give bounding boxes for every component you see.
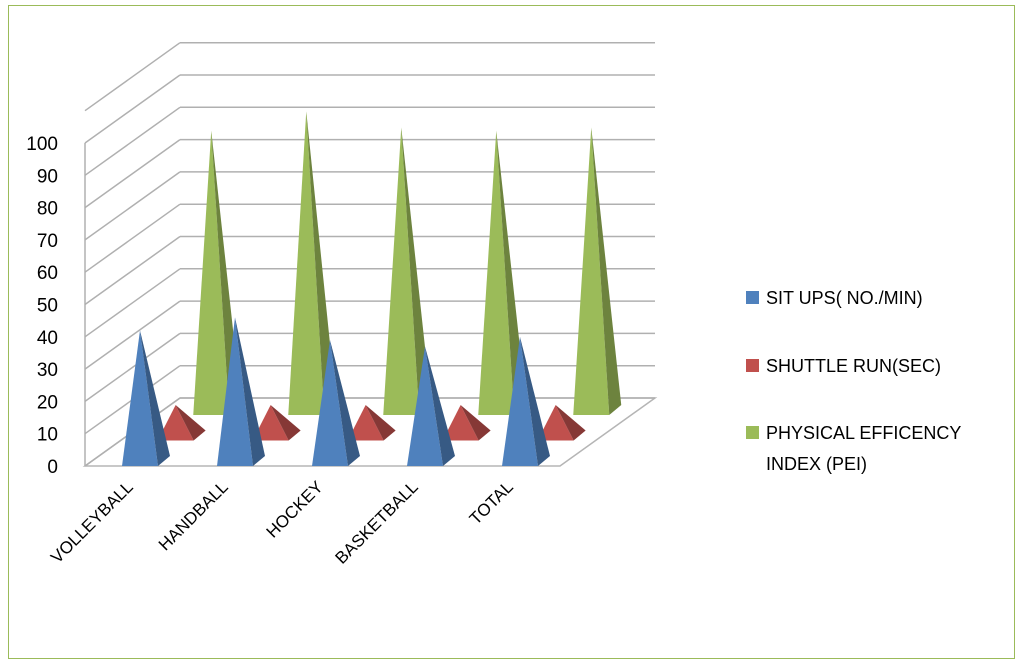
pyramid-side-face [330,340,360,466]
pyramid-pei-hockey [383,127,432,415]
pyramid-pei-total [573,127,622,415]
side-gridline [84,106,181,176]
y-tick-label: 90 [37,166,58,187]
legend-label-pei-line1: PHYSICAL EFFICENCY [766,423,961,443]
side-gridline [84,171,181,241]
pyramid-sit-ups-volleyball [122,330,170,466]
pyramid-side-face [425,346,455,466]
pyramid-side-face [460,404,491,441]
pyramid-side-face [591,127,622,415]
side-gridline [84,42,181,112]
pyramid-sit-ups-total [502,336,550,466]
pyramid-side-face [306,111,337,415]
side-gridline [84,235,181,306]
pyramid-shuttle-run-basketball [442,404,491,441]
y-tick-label: 70 [37,231,58,252]
x-category-label: HOCKEY [263,477,327,541]
pyramid-front-face [157,404,194,441]
legend-label-shuttle-run: SHUTTLE RUN(SEC) [766,356,941,376]
y-tick-label: 10 [37,425,58,446]
pyramid-pei-handball [288,111,337,415]
pyramid-front-face [193,130,230,415]
y-tick-label: 50 [37,296,58,317]
pyramid-front-face [122,330,158,466]
pyramid-pei-basketball [478,130,527,415]
pyramid-front-face [312,340,348,466]
legend-swatch-pei [746,426,759,439]
pyramid-sit-ups-handball [217,317,265,466]
pyramid-side-face [235,317,265,466]
pyramid-sit-ups-basketball [407,346,455,466]
legend: SIT UPS( NO./MIN) SHUTTLE RUN(SEC) PHYSI… [746,288,961,474]
side-gridline [84,300,181,370]
pyramid-side-face [520,336,550,466]
side-gridline [84,74,181,144]
data-series [122,111,622,466]
legend-label-sit-ups: SIT UPS( NO./MIN) [766,288,923,308]
x-axis-categories: VOLLEYBALL HANDBALL HOCKEY BASKETBALL TOTAL [47,477,517,567]
pyramid-front-face [347,404,384,441]
pyramid-shuttle-run-hockey [347,404,396,441]
legend-swatch-shuttle-run [746,359,759,372]
pyramid-shuttle-run-volleyball [157,404,206,441]
pyramid-side-face [555,404,586,441]
side-gridline [84,138,181,209]
pyramid-front-face [478,130,515,415]
pyramid-shuttle-run-handball [252,404,301,441]
pyramid-front-face [217,317,253,466]
pyramid-side-face [270,404,301,441]
y-tick-label: 0 [47,457,58,478]
y-tick-label: 80 [37,199,58,220]
pyramid-front-face [407,346,443,466]
chart-frame [8,5,1015,659]
side-gridline [84,268,181,338]
x-category-label: BASKETBALL [332,477,422,567]
pyramid-front-face [383,127,420,415]
pyramid-sit-ups-hockey [312,340,360,466]
y-axis-ticks: 0 10 20 30 40 50 60 70 80 90 100 [26,134,58,478]
x-category-label: TOTAL [466,477,517,528]
pyramid-front-face [442,404,479,441]
pyramid-side-face [140,330,170,466]
pyramid-front-face [502,336,538,466]
pyramid-shuttle-run-total [537,404,586,441]
y-tick-label: 60 [37,263,58,284]
side-gridline [84,332,181,403]
pyramid-front-face [573,127,610,415]
pyramid-side-face [365,404,396,441]
y-tick-label: 100 [26,134,58,155]
legend-label-pei-line2: INDEX (PEI) [766,454,867,474]
legend-swatch-sit-ups [746,291,759,304]
pyramid-front-face [288,111,325,415]
pyramid-side-face [175,404,206,441]
gridlines [84,41,655,467]
pyramid-front-face [537,404,574,441]
x-category-label: VOLLEYBALL [47,477,137,567]
pyramid-front-face [252,404,289,441]
x-category-label: HANDBALL [155,477,232,554]
side-gridline [84,203,181,273]
y-tick-label: 30 [37,360,58,381]
y-tick-label: 20 [37,392,58,413]
pyramid-side-face [401,127,432,415]
pyramid-side-face [496,130,527,415]
y-tick-label: 40 [37,328,58,349]
